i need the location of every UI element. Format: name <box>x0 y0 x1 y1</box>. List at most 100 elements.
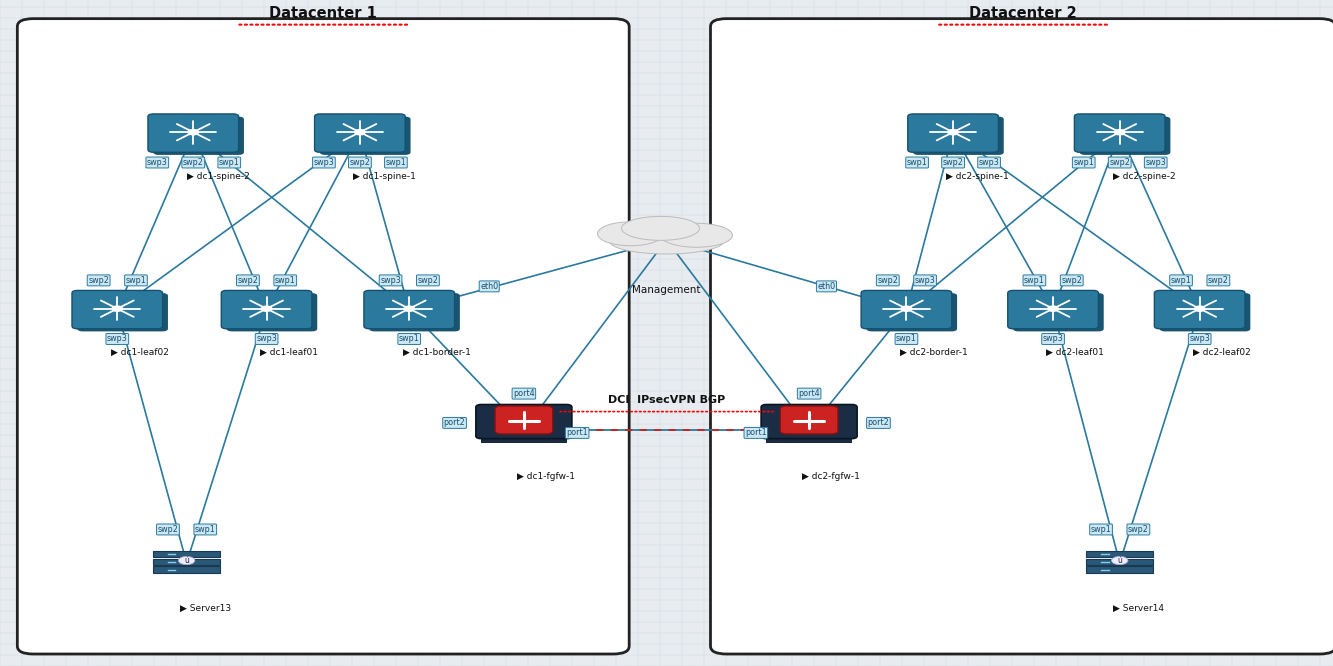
FancyBboxPatch shape <box>1160 293 1250 332</box>
FancyBboxPatch shape <box>77 293 168 332</box>
Text: port4: port4 <box>513 389 535 398</box>
FancyBboxPatch shape <box>761 404 857 439</box>
FancyBboxPatch shape <box>221 290 312 329</box>
Text: eth0: eth0 <box>480 282 499 291</box>
Circle shape <box>355 130 365 135</box>
FancyBboxPatch shape <box>72 290 163 329</box>
Text: swp3: swp3 <box>978 158 1000 167</box>
Circle shape <box>1048 306 1058 311</box>
FancyBboxPatch shape <box>1086 567 1153 573</box>
FancyBboxPatch shape <box>153 117 244 155</box>
Circle shape <box>1194 306 1205 311</box>
FancyBboxPatch shape <box>153 559 220 565</box>
Text: ▶ dc1-spine-2: ▶ dc1-spine-2 <box>187 172 249 181</box>
FancyBboxPatch shape <box>1086 559 1153 565</box>
FancyBboxPatch shape <box>866 293 957 332</box>
FancyBboxPatch shape <box>1013 293 1104 332</box>
Text: swp1: swp1 <box>125 276 147 285</box>
Circle shape <box>404 306 415 311</box>
Text: swp3: swp3 <box>107 334 128 344</box>
Circle shape <box>948 130 958 135</box>
FancyBboxPatch shape <box>153 567 220 573</box>
Text: swp2: swp2 <box>1109 158 1130 167</box>
FancyBboxPatch shape <box>1008 290 1098 329</box>
FancyBboxPatch shape <box>861 290 952 329</box>
FancyBboxPatch shape <box>780 406 838 434</box>
FancyBboxPatch shape <box>476 404 572 439</box>
Text: swp2: swp2 <box>1128 525 1149 534</box>
FancyBboxPatch shape <box>1086 551 1153 557</box>
FancyBboxPatch shape <box>227 293 317 332</box>
Text: Datacenter 2: Datacenter 2 <box>969 6 1077 21</box>
FancyBboxPatch shape <box>710 19 1333 654</box>
Text: swp3: swp3 <box>313 158 335 167</box>
Text: ▶ dc2-leaf01: ▶ dc2-leaf01 <box>1046 348 1104 358</box>
Text: ▶ Server14: ▶ Server14 <box>1113 604 1164 613</box>
FancyBboxPatch shape <box>369 293 460 332</box>
Ellipse shape <box>609 228 724 254</box>
Text: port1: port1 <box>745 428 766 438</box>
Text: swp1: swp1 <box>219 158 240 167</box>
Text: swp1: swp1 <box>385 158 407 167</box>
Text: Datacenter 1: Datacenter 1 <box>269 6 377 21</box>
Text: swp1: swp1 <box>275 276 296 285</box>
Text: swp3: swp3 <box>380 276 401 285</box>
FancyBboxPatch shape <box>495 406 553 434</box>
Text: ▶ Server13: ▶ Server13 <box>180 604 231 613</box>
Text: ▶ dc1-spine-1: ▶ dc1-spine-1 <box>353 172 416 181</box>
Text: swp3: swp3 <box>1189 334 1210 344</box>
FancyBboxPatch shape <box>1154 290 1245 329</box>
Text: ▶ dc1-fgfw-1: ▶ dc1-fgfw-1 <box>517 472 576 481</box>
Text: swp1: swp1 <box>896 334 917 344</box>
FancyBboxPatch shape <box>1080 117 1170 155</box>
Text: swp1: swp1 <box>906 158 928 167</box>
Text: swp3: swp3 <box>1042 334 1064 344</box>
Circle shape <box>188 130 199 135</box>
Text: swp2: swp2 <box>417 276 439 285</box>
Text: swp1: swp1 <box>1024 276 1045 285</box>
Circle shape <box>1114 130 1125 135</box>
Text: swp2: swp2 <box>349 158 371 167</box>
FancyBboxPatch shape <box>315 114 405 153</box>
Text: port1: port1 <box>567 428 588 438</box>
Text: swp3: swp3 <box>147 158 168 167</box>
Text: Management: Management <box>632 285 701 295</box>
Text: swp3: swp3 <box>914 276 936 285</box>
Text: ▶ dc2-leaf02: ▶ dc2-leaf02 <box>1193 348 1250 358</box>
Text: ú: ú <box>1117 556 1122 565</box>
Text: swp3: swp3 <box>256 334 277 344</box>
Text: ú: ú <box>184 556 189 565</box>
Text: swp2: swp2 <box>183 158 204 167</box>
Text: port2: port2 <box>444 418 465 428</box>
FancyBboxPatch shape <box>148 114 239 153</box>
Ellipse shape <box>597 222 664 246</box>
Ellipse shape <box>661 223 733 247</box>
FancyBboxPatch shape <box>364 290 455 329</box>
Text: ▶ dc2-fgfw-1: ▶ dc2-fgfw-1 <box>802 472 860 481</box>
Text: ▶ dc1-leaf01: ▶ dc1-leaf01 <box>260 348 319 358</box>
Circle shape <box>901 306 912 311</box>
Circle shape <box>112 306 123 311</box>
Text: DCI  IPsecVPN BGP: DCI IPsecVPN BGP <box>608 394 725 405</box>
Text: swp3: swp3 <box>1145 158 1166 167</box>
Text: swp1: swp1 <box>1090 525 1112 534</box>
Text: ▶ dc2-border-1: ▶ dc2-border-1 <box>900 348 968 358</box>
Text: ▶ dc2-spine-2: ▶ dc2-spine-2 <box>1113 172 1176 181</box>
FancyBboxPatch shape <box>17 19 629 654</box>
Text: ▶ dc1-border-1: ▶ dc1-border-1 <box>403 348 471 358</box>
Circle shape <box>1112 556 1128 565</box>
Text: swp2: swp2 <box>237 276 259 285</box>
FancyBboxPatch shape <box>1074 114 1165 153</box>
Circle shape <box>261 306 272 311</box>
FancyBboxPatch shape <box>320 117 411 155</box>
Text: ▶ dc1-leaf02: ▶ dc1-leaf02 <box>111 348 168 358</box>
Ellipse shape <box>621 216 700 240</box>
Text: swp2: swp2 <box>877 276 898 285</box>
FancyBboxPatch shape <box>908 114 998 153</box>
Text: swp2: swp2 <box>1208 276 1229 285</box>
Text: swp1: swp1 <box>1170 276 1192 285</box>
Text: swp1: swp1 <box>399 334 420 344</box>
FancyBboxPatch shape <box>481 436 567 444</box>
Text: swp2: swp2 <box>157 525 179 534</box>
Circle shape <box>179 556 195 565</box>
